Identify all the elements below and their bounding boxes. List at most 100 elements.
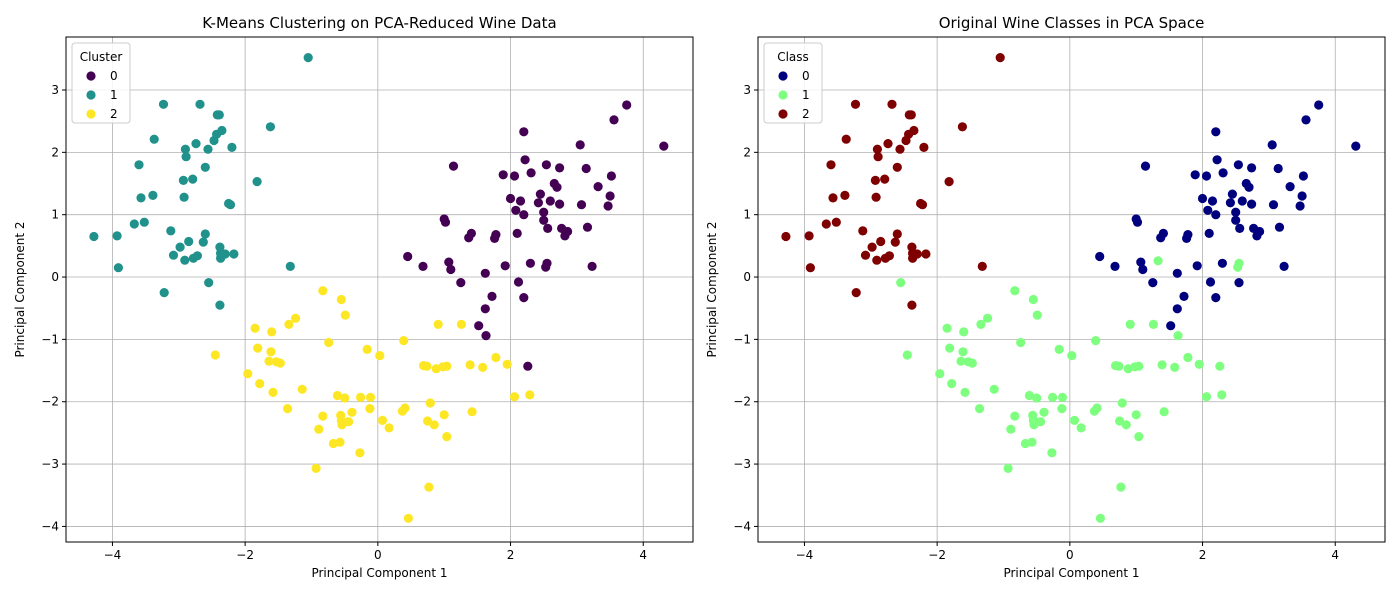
data-point-series-2 xyxy=(400,403,410,413)
data-point-series-1 xyxy=(1069,415,1080,425)
data-point-series-1 xyxy=(1057,404,1067,414)
data-point-series-0 xyxy=(480,304,490,314)
legend-marker xyxy=(86,109,96,119)
y-tick-label: −4 xyxy=(41,519,59,533)
legend-entry: 1 xyxy=(802,88,810,102)
x-tick-label: −4 xyxy=(104,548,122,562)
y-axis-label: Principal Component 2 xyxy=(13,221,27,357)
data-point-series-2 xyxy=(318,286,328,296)
data-point-series-0 xyxy=(1274,222,1285,232)
data-point-series-0 xyxy=(1234,278,1244,288)
data-point-series-1 xyxy=(896,278,906,288)
data-point-series-1 xyxy=(175,242,185,252)
data-point-series-1 xyxy=(1091,336,1101,346)
data-point-series-2 xyxy=(324,337,334,348)
data-point-series-0 xyxy=(1285,182,1295,192)
legend: Class 0 1 2 xyxy=(763,42,823,124)
data-point-series-1 xyxy=(1024,390,1034,401)
data-point-series-0 xyxy=(448,161,459,171)
y-tick-label: 1 xyxy=(51,208,59,222)
data-point-series-2 xyxy=(995,53,1005,63)
data-point-series-1 xyxy=(113,263,123,273)
data-point-series-1 xyxy=(229,249,239,259)
data-point-series-0 xyxy=(1148,278,1158,288)
data-point-series-0 xyxy=(513,277,524,287)
data-point-series-0 xyxy=(1207,196,1218,206)
data-point-series-1 xyxy=(112,231,122,241)
x-axis-label: Principal Component 1 xyxy=(1003,566,1139,580)
data-point-series-2 xyxy=(858,226,868,236)
data-point-series-1 xyxy=(217,125,227,136)
data-point-series-1 xyxy=(188,174,198,184)
data-point-series-1 xyxy=(191,139,201,149)
data-point-series-1 xyxy=(1170,362,1180,372)
data-point-series-2 xyxy=(377,415,388,425)
data-point-series-1 xyxy=(935,369,945,379)
data-point-series-1 xyxy=(1047,448,1057,458)
data-point-series-2 xyxy=(870,175,881,185)
data-point-series-1 xyxy=(1010,286,1020,296)
data-point-series-1 xyxy=(945,343,955,353)
data-point-series-2 xyxy=(250,323,260,333)
legend-entry: 2 xyxy=(802,107,810,121)
data-point-series-0 xyxy=(1212,155,1222,165)
y-tick-label: −3 xyxy=(733,457,751,471)
data-point-series-2 xyxy=(880,174,890,184)
data-point-series-1 xyxy=(159,288,169,298)
data-point-series-0 xyxy=(1237,196,1247,206)
data-point-series-2 xyxy=(872,144,883,154)
data-point-series-0 xyxy=(519,293,529,303)
legend-title: Class xyxy=(777,50,809,64)
data-point-series-1 xyxy=(179,192,189,202)
data-point-series-1 xyxy=(1116,482,1126,492)
data-point-series-0 xyxy=(605,191,615,201)
data-point-series-0 xyxy=(1225,198,1235,208)
data-point-series-1 xyxy=(1010,411,1020,421)
data-point-series-1 xyxy=(1234,258,1244,268)
data-point-series-1 xyxy=(180,144,190,154)
data-point-series-0 xyxy=(500,261,510,271)
data-point-series-1 xyxy=(1157,360,1167,370)
y-tick-label: −1 xyxy=(41,332,59,346)
data-point-series-0 xyxy=(1205,277,1216,287)
data-point-series-1 xyxy=(1217,390,1227,400)
data-point-series-0 xyxy=(581,163,591,174)
data-point-series-1 xyxy=(195,99,205,109)
data-point-series-2 xyxy=(365,392,376,402)
data-point-series-0 xyxy=(1110,261,1120,271)
legend-box xyxy=(71,42,131,124)
data-point-series-2 xyxy=(828,193,838,203)
y-tick-label: −2 xyxy=(41,395,59,409)
data-point-series-2 xyxy=(804,231,814,241)
data-point-series-2 xyxy=(355,448,365,458)
data-point-series-1 xyxy=(1054,344,1064,354)
data-point-series-2 xyxy=(375,351,385,361)
data-point-series-1 xyxy=(1016,337,1026,348)
data-point-series-0 xyxy=(1140,161,1151,171)
data-point-series-2 xyxy=(268,387,278,397)
data-point-series-1 xyxy=(184,236,194,247)
data-point-series-0 xyxy=(480,268,490,278)
data-point-series-1 xyxy=(265,122,275,132)
data-point-series-0 xyxy=(609,115,619,125)
data-point-series-0 xyxy=(466,228,476,238)
data-point-series-1 xyxy=(1153,256,1163,266)
data-point-series-2 xyxy=(442,361,452,371)
data-point-series-1 xyxy=(1121,420,1131,430)
data-point-series-2 xyxy=(275,358,285,368)
legend-marker xyxy=(86,71,96,81)
data-point-series-2 xyxy=(502,359,512,369)
data-point-series-2 xyxy=(873,152,883,162)
data-point-series-0 xyxy=(1095,251,1105,262)
data-point-series-1 xyxy=(902,350,912,360)
data-point-series-0 xyxy=(1298,171,1308,181)
data-point-series-2 xyxy=(284,319,294,329)
data-point-series-0 xyxy=(1247,199,1257,209)
data-point-series-0 xyxy=(603,201,613,211)
legend-marker xyxy=(778,109,788,119)
data-point-series-2 xyxy=(892,229,902,239)
data-point-series-0 xyxy=(575,140,585,150)
data-point-series-1 xyxy=(1134,361,1144,371)
data-point-series-0 xyxy=(498,170,508,180)
